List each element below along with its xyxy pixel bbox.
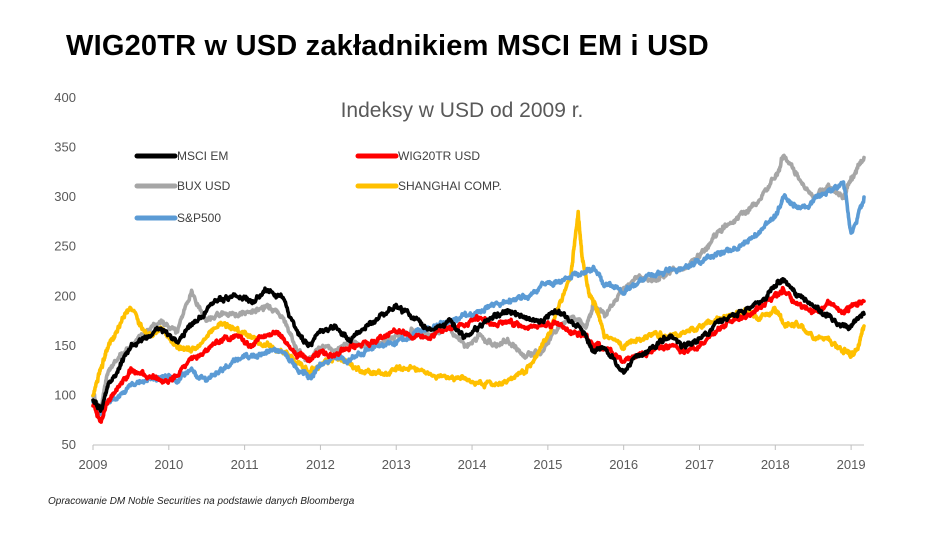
x-tick-label: 2017 — [685, 457, 714, 472]
legend-label-bux-usd: BUX USD — [177, 179, 231, 193]
x-tick-label: 2018 — [761, 457, 790, 472]
series-line-wig20tr-usd — [91, 285, 866, 424]
series-layer — [91, 153, 866, 424]
series-line-bux-usd — [91, 153, 866, 416]
legend-label-wig20tr-usd: WIG20TR USD — [398, 149, 480, 163]
source-note: Opracowanie DM Noble Securities na podst… — [48, 496, 355, 507]
legend: MSCI EM WIG20TR USD BUX USD SHANGHAI COMP. S… — [134, 149, 502, 225]
x-tick-label: 2011 — [231, 457, 259, 472]
x-tick-label: 2013 — [382, 457, 411, 472]
x-tick-label: 2015 — [533, 457, 562, 472]
page-headline: WIG20TR w USD zakładnikiem MSCI EM i USD — [66, 30, 709, 62]
legend-label-msci-em: MSCI EM — [177, 149, 228, 163]
series-line-s-p500 — [91, 180, 866, 416]
y-tick-label: 250 — [54, 239, 76, 254]
legend-label-shanghai-comp-: SHANGHAI COMP. — [398, 179, 502, 193]
y-tick-label: 200 — [54, 288, 76, 303]
y-tick-label: 50 — [62, 437, 76, 452]
series-line-msci-em — [91, 277, 866, 413]
chart-title: Indeksy w USD od 2009 r. — [341, 99, 584, 122]
x-tick-label: 2012 — [306, 457, 335, 472]
x-tick-label: 2009 — [79, 457, 108, 472]
y-tick-label: 100 — [54, 387, 76, 402]
x-tick-label: 2014 — [458, 457, 487, 472]
y-axis: 50 100 150 200 250 300 350 400 — [54, 90, 76, 452]
x-axis: 2009 2010 2011 2012 2013 2014 2015 2016 2017 2018… — [79, 444, 866, 472]
x-tick-label: 2016 — [609, 457, 638, 472]
y-tick-label: 400 — [54, 90, 76, 105]
x-tick-label: 2019 — [837, 457, 866, 472]
y-tick-label: 350 — [54, 140, 76, 155]
x-tick-label: 2010 — [154, 457, 183, 472]
y-tick-label: 300 — [54, 189, 76, 204]
legend-label-s-p500: S&P500 — [177, 211, 221, 225]
y-tick-label: 150 — [54, 338, 76, 353]
